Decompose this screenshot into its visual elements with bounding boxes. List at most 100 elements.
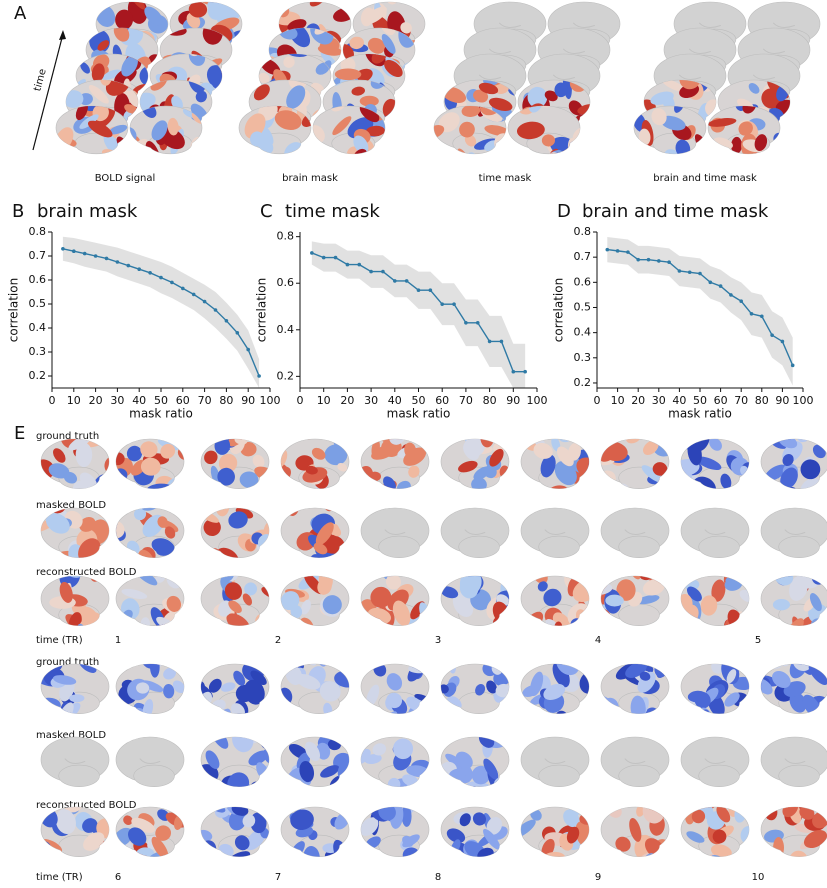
brain-patch bbox=[358, 713, 376, 725]
brain-render bbox=[587, 555, 670, 646]
brain-patch bbox=[378, 624, 390, 640]
brain-outline bbox=[459, 536, 500, 558]
point bbox=[750, 312, 754, 316]
brain-patch bbox=[332, 789, 349, 804]
point bbox=[381, 270, 385, 274]
brain-patch bbox=[620, 856, 634, 874]
point bbox=[225, 319, 229, 323]
brain-render bbox=[681, 793, 757, 871]
point bbox=[334, 256, 338, 260]
panel-label: E bbox=[14, 423, 25, 444]
brain-render bbox=[192, 793, 271, 869]
brain-render bbox=[441, 421, 510, 504]
brain-patch bbox=[211, 484, 225, 501]
panel-label: B bbox=[12, 201, 24, 222]
brain-render bbox=[41, 737, 109, 787]
brain-patches bbox=[356, 569, 433, 641]
brain-render bbox=[108, 807, 190, 870]
x-tick-label: 20 bbox=[89, 394, 103, 407]
brain-patch bbox=[76, 442, 93, 467]
brain-outline bbox=[539, 765, 580, 787]
brain-patch bbox=[773, 837, 784, 858]
brain-patch bbox=[430, 701, 450, 715]
brain-render bbox=[116, 737, 184, 787]
brain-patch bbox=[487, 561, 505, 575]
time-label: time (TR) bbox=[36, 872, 83, 883]
brain-patch bbox=[164, 557, 176, 574]
point bbox=[105, 257, 109, 261]
x-tick-label: 100 bbox=[260, 394, 281, 407]
brain-patch bbox=[282, 715, 311, 739]
brain-render bbox=[356, 569, 433, 641]
x-tick-label: 100 bbox=[527, 394, 548, 407]
brain-patch bbox=[211, 0, 227, 2]
brain-patch bbox=[384, 119, 402, 138]
point bbox=[440, 302, 444, 306]
x-tick-label: 50 bbox=[693, 394, 707, 407]
brain-render bbox=[201, 423, 281, 506]
brain-outline bbox=[619, 765, 660, 787]
brain-patch bbox=[385, 784, 408, 805]
confidence-band bbox=[607, 237, 792, 385]
x-tick-label: 70 bbox=[198, 394, 212, 407]
point bbox=[214, 308, 218, 312]
x-tick-label: 40 bbox=[132, 394, 146, 407]
time-value: 6 bbox=[115, 872, 121, 883]
brain-render bbox=[281, 728, 355, 804]
x-tick-label: 90 bbox=[775, 394, 789, 407]
time-axis-label: time bbox=[32, 68, 48, 93]
brain-patch bbox=[547, 154, 562, 169]
point bbox=[709, 281, 713, 285]
y-tick-label: 0.8 bbox=[29, 225, 47, 238]
point bbox=[346, 263, 350, 267]
chart-title: brain and time mask bbox=[582, 201, 769, 222]
y-axis-label: correlation bbox=[7, 278, 21, 342]
x-tick-label: 10 bbox=[67, 394, 81, 407]
point bbox=[719, 284, 723, 288]
brain-render bbox=[110, 436, 196, 501]
point bbox=[678, 269, 682, 273]
point bbox=[72, 249, 76, 253]
brain-render bbox=[593, 425, 676, 511]
brain-render bbox=[681, 737, 749, 787]
point bbox=[116, 260, 120, 264]
y-tick-label: 0.7 bbox=[29, 249, 47, 262]
brain-patch bbox=[770, 856, 794, 880]
brain-render bbox=[672, 570, 767, 637]
point bbox=[647, 258, 651, 262]
point bbox=[322, 256, 326, 260]
brain-render bbox=[356, 792, 439, 867]
brain-render bbox=[441, 508, 509, 558]
brain-patches bbox=[587, 555, 670, 646]
x-tick-label: 30 bbox=[652, 394, 666, 407]
x-tick-label: 70 bbox=[734, 394, 748, 407]
brain-render bbox=[681, 657, 754, 735]
y-tick-label: 0.6 bbox=[277, 276, 295, 289]
brain-patch bbox=[769, 790, 790, 809]
point bbox=[393, 279, 397, 283]
point bbox=[369, 270, 373, 274]
point bbox=[159, 276, 163, 280]
brain-patch bbox=[533, 854, 563, 885]
brain-render bbox=[521, 737, 589, 787]
brain-outline bbox=[699, 765, 740, 787]
point bbox=[488, 340, 492, 344]
y-tick-label: 0.6 bbox=[574, 275, 592, 288]
point bbox=[357, 263, 361, 267]
brain-patch bbox=[651, 161, 671, 172]
point bbox=[181, 287, 185, 291]
brain-patch bbox=[288, 484, 309, 507]
point bbox=[127, 264, 131, 268]
panel-label: C bbox=[260, 201, 273, 222]
confidence-band bbox=[63, 237, 259, 388]
x-tick-label: 80 bbox=[483, 394, 497, 407]
time-arrow-head bbox=[59, 30, 66, 40]
brain-render bbox=[761, 737, 827, 787]
x-tick-label: 0 bbox=[297, 394, 304, 407]
brain-outline bbox=[619, 604, 660, 626]
point bbox=[791, 364, 795, 368]
brain-patch bbox=[413, 851, 426, 866]
brain-patch bbox=[578, 483, 591, 498]
chart-title: brain mask bbox=[37, 201, 138, 222]
brain-render bbox=[281, 496, 349, 580]
